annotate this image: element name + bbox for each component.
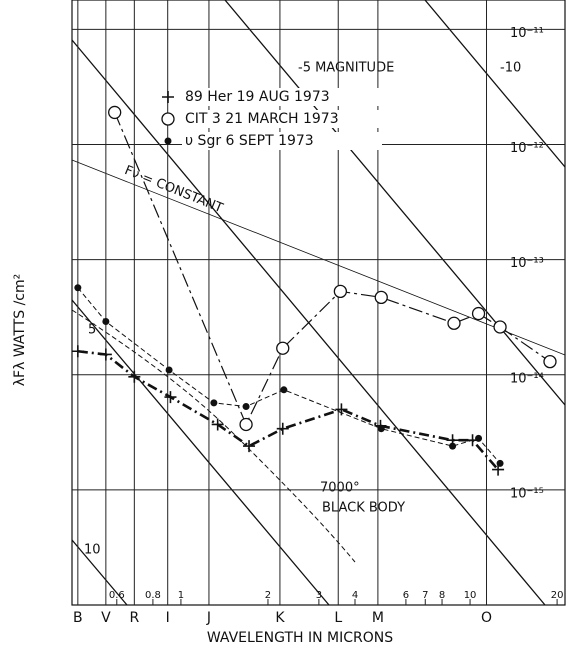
annotation: 7000°	[320, 481, 360, 496]
circle-marker	[447, 316, 461, 330]
band-label: O	[481, 610, 492, 626]
legend-marker	[161, 112, 175, 126]
annotation: -10	[500, 61, 521, 76]
circle-marker	[493, 320, 507, 334]
y-tick-label: 10⁻¹⁵	[510, 486, 544, 501]
plus-marker	[211, 418, 224, 431]
dot-marker	[377, 425, 385, 433]
legend-label: CIT 3 21 MARCH 1973	[185, 111, 339, 127]
magnitude-line	[71, 539, 128, 606]
annotation: BLACK BODY	[322, 501, 405, 516]
dot-marker	[496, 459, 504, 467]
x-axis-label: WAVELENGTH IN MICRONS	[207, 630, 393, 646]
band-label: V	[101, 610, 111, 626]
x-tick-label: 1	[178, 590, 184, 601]
y-tick-label: 10⁻¹⁴	[510, 371, 544, 386]
dot-marker	[280, 386, 288, 394]
band-label: K	[275, 610, 285, 626]
x-tick-label: 0.6	[109, 590, 125, 601]
plus-marker	[71, 345, 84, 358]
legend-bg	[182, 132, 382, 150]
dot-marker	[74, 284, 82, 292]
annotation: 5	[88, 323, 96, 338]
plus-marker	[99, 348, 112, 361]
series-line	[77, 287, 501, 464]
legend-bg	[182, 110, 382, 128]
x-tick-label: 0.8	[145, 590, 161, 601]
annotation: -5 MAGNITUDE	[298, 61, 394, 76]
circle-marker	[471, 306, 486, 321]
band-label: M	[372, 610, 384, 626]
annotation: 10	[84, 543, 101, 558]
magnitude-line	[224, 0, 566, 406]
y-axis-label: λFλ WATTS /cm²	[12, 274, 28, 387]
band-label: B	[73, 610, 83, 626]
x-tick-label: 2	[265, 590, 271, 601]
plus-marker	[164, 391, 177, 404]
x-tick-label: 10	[464, 590, 477, 601]
legend-marker	[164, 137, 172, 145]
y-tick-label: 10⁻¹¹	[510, 26, 544, 41]
annotation: Fν = CONSTANT	[122, 163, 225, 216]
x-tick-label: 20	[551, 590, 564, 601]
circle-marker	[333, 284, 348, 299]
x-tick-label: 6	[403, 590, 409, 601]
band-label: J	[206, 610, 211, 626]
circle-marker	[276, 341, 290, 355]
dot-marker	[475, 434, 483, 442]
dot-marker	[210, 399, 218, 407]
y-tick-label: 10⁻¹³	[510, 256, 544, 271]
magnitude-line	[71, 299, 330, 606]
dot-marker	[102, 318, 110, 326]
x-tick-label: 3	[316, 590, 322, 601]
legend-label: 89 Her 19 AUG 1973	[185, 89, 330, 105]
plus-marker	[335, 403, 348, 416]
plus-marker	[128, 370, 141, 383]
band-label: R	[129, 610, 139, 626]
y-tick-label: 10⁻¹²	[510, 141, 544, 156]
dot-marker	[242, 402, 250, 410]
plus-marker	[276, 422, 289, 435]
x-tick-label: 4	[352, 590, 358, 601]
circle-marker	[239, 417, 253, 432]
x-tick-label: 7	[422, 590, 428, 601]
circle-marker	[543, 354, 557, 369]
circle-marker	[108, 105, 122, 120]
dot-marker	[449, 442, 457, 450]
band-label: I	[166, 610, 170, 626]
legend-bg	[182, 88, 382, 106]
magnitude-lines	[71, 0, 566, 606]
series-line	[77, 349, 500, 471]
legend-marker	[162, 91, 174, 103]
band-label: L	[334, 610, 342, 626]
f-nu-line	[71, 159, 566, 356]
x-tick-label: 8	[439, 590, 445, 601]
dot-marker	[165, 366, 173, 374]
legend-label: υ Sgr 6 SEPT 1973	[185, 133, 314, 149]
magnitude-line	[424, 0, 566, 168]
plus-marker	[243, 440, 256, 453]
circle-marker	[374, 290, 388, 305]
